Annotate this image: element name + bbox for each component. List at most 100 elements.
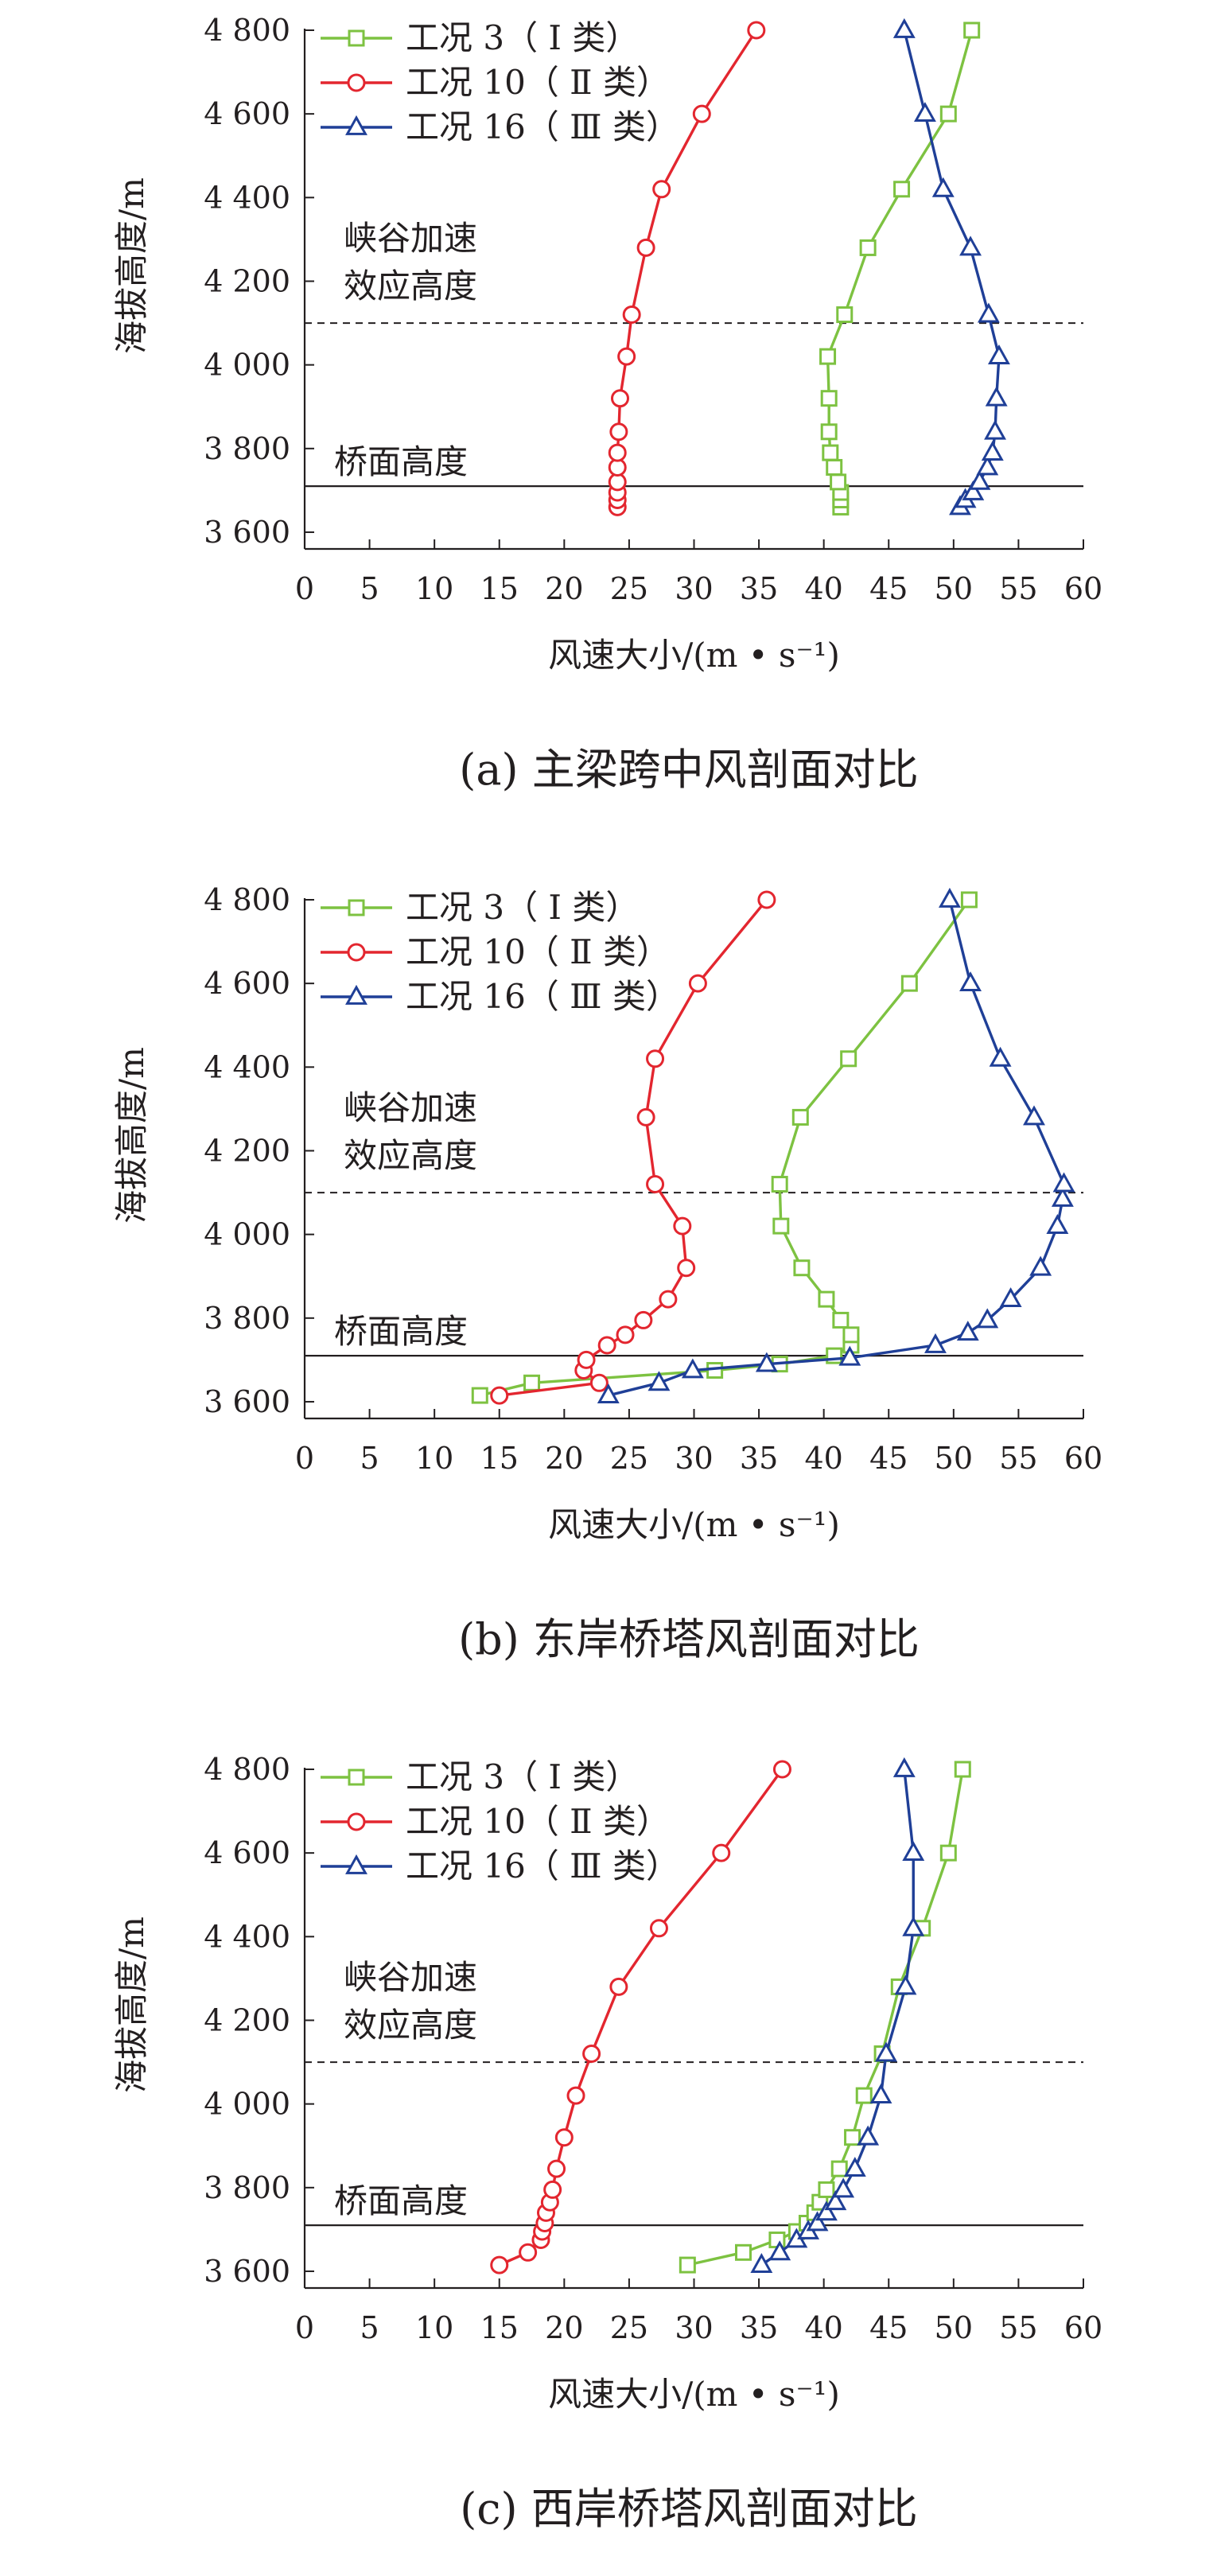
data-point: [791, 1108, 809, 1126]
data-point: [712, 1843, 731, 1862]
data-point: [772, 1760, 791, 1779]
data-point: [647, 1371, 671, 1391]
data-point: [875, 2041, 897, 2062]
x-tick-label: 45: [869, 571, 908, 606]
y-tick-label: 3 600: [204, 515, 290, 550]
canyon-annotation-line1: 峡谷加速: [344, 219, 477, 258]
data-point: [939, 105, 957, 123]
x-tick-label: 60: [1064, 571, 1102, 606]
legend-marker: [345, 984, 367, 1005]
y-tick-label: 4 600: [204, 1835, 290, 1870]
y-tick-label: 4 200: [204, 1133, 290, 1168]
x-tick-label: 40: [804, 1441, 842, 1476]
x-tick-label: 55: [999, 2310, 1037, 2345]
data-point: [706, 1362, 724, 1379]
data-point: [523, 1374, 541, 1391]
data-point: [963, 21, 981, 39]
data-point: [554, 2128, 574, 2147]
data-point: [617, 347, 636, 366]
data-point: [892, 1757, 916, 1777]
y-tick-label: 4 000: [204, 348, 290, 383]
series-3: [597, 887, 1075, 1403]
data-point: [893, 181, 911, 198]
series-1: [679, 1761, 971, 2274]
series-1: [819, 21, 981, 516]
y-tick-label: 4 600: [204, 966, 290, 1001]
data-point: [771, 1176, 788, 1193]
data-point: [1052, 1172, 1075, 1193]
legend-marker: [347, 1812, 366, 1831]
legend: 工况 3（ I 类） 工况 10（ Ⅱ 类） 工况 16（ Ⅲ 类）: [321, 888, 679, 1016]
data-point: [902, 1916, 925, 1936]
data-point: [806, 2211, 829, 2232]
deck-annotation: 桥面高度: [334, 442, 468, 481]
data-point: [894, 1975, 917, 1995]
data-point: [772, 1217, 790, 1235]
data-point: [755, 1352, 778, 1372]
data-point: [1023, 1105, 1045, 1126]
data-point: [692, 104, 711, 123]
data-point: [566, 2086, 585, 2105]
data-point: [939, 1844, 957, 1862]
canyon-annotation-line2: 效应高度: [344, 267, 477, 305]
y-tick-label: 4 200: [204, 2002, 290, 2037]
panel-caption: (c) 西岸桥塔风剖面对比: [460, 2484, 918, 2534]
series-2: [490, 1760, 791, 2274]
x-tick-label: 10: [415, 1441, 453, 1476]
data-point: [609, 1977, 628, 1996]
x-tick-label: 45: [869, 1441, 908, 1476]
data-point: [818, 2181, 835, 2198]
data-point: [677, 1259, 696, 1278]
data-point: [826, 458, 843, 476]
data-point: [646, 1049, 665, 1068]
legend-label: 工况 16（ Ⅲ 类）: [406, 977, 679, 1016]
data-point: [1029, 1255, 1052, 1276]
data-point: [681, 1358, 704, 1379]
y-tick-label: 4 200: [204, 263, 290, 298]
data-point: [976, 455, 999, 476]
data-point: [577, 1350, 596, 1369]
legend-marker: [347, 943, 366, 962]
data-point: [819, 348, 837, 365]
panel-caption: (b) 东岸桥塔风剖面对比: [458, 1614, 920, 1664]
x-tick-label: 60: [1064, 2310, 1102, 2345]
data-point: [1046, 1214, 1069, 1235]
x-tick-label: 30: [675, 2310, 713, 2345]
x-tick-label: 25: [610, 1441, 648, 1476]
data-point: [956, 1321, 979, 1341]
x-tick-label: 50: [935, 2310, 973, 2345]
data-point: [977, 302, 1000, 323]
legend-label: 工况 3（ I 类）: [406, 1757, 639, 1796]
x-tick-label: 30: [675, 571, 713, 606]
data-point: [636, 1107, 655, 1127]
data-point: [793, 1259, 811, 1277]
x-tick-label: 50: [935, 1441, 973, 1476]
legend: 工况 3（ I 类） 工况 10（ Ⅱ 类） 工况 16（ Ⅲ 类）: [321, 1757, 679, 1885]
data-point: [902, 1841, 925, 1862]
y-tick-label: 3 800: [204, 431, 290, 466]
x-tick-label: 5: [360, 2310, 379, 2345]
x-tick-label: 15: [480, 1441, 519, 1476]
canyon-annotation-line1: 峡谷加速: [344, 1958, 477, 1997]
y-tick-label: 3 600: [204, 2254, 290, 2289]
data-point: [968, 469, 991, 490]
x-tick-label: 55: [999, 1441, 1037, 1476]
data-point: [989, 1046, 1012, 1067]
y-tick-label: 3 600: [204, 1384, 290, 1419]
data-point: [843, 2157, 866, 2177]
data-point: [962, 480, 985, 500]
x-tick-label: 0: [295, 2310, 314, 2345]
data-point: [649, 1919, 668, 1938]
legend-marker: [348, 899, 365, 916]
data-point: [999, 1287, 1022, 1308]
y-axis-title: 海拔高度/m: [112, 1047, 151, 1224]
legend-marker: [345, 115, 367, 135]
legend-label: 工况 10（ Ⅱ 类）: [406, 63, 670, 102]
y-tick-label: 4 800: [204, 13, 290, 48]
data-point: [959, 971, 982, 992]
x-tick-label: 25: [610, 2310, 648, 2345]
legend-marker: [348, 1769, 365, 1786]
data-point: [616, 1325, 635, 1344]
x-tick-label: 20: [545, 2310, 583, 2345]
data-point: [610, 389, 629, 408]
